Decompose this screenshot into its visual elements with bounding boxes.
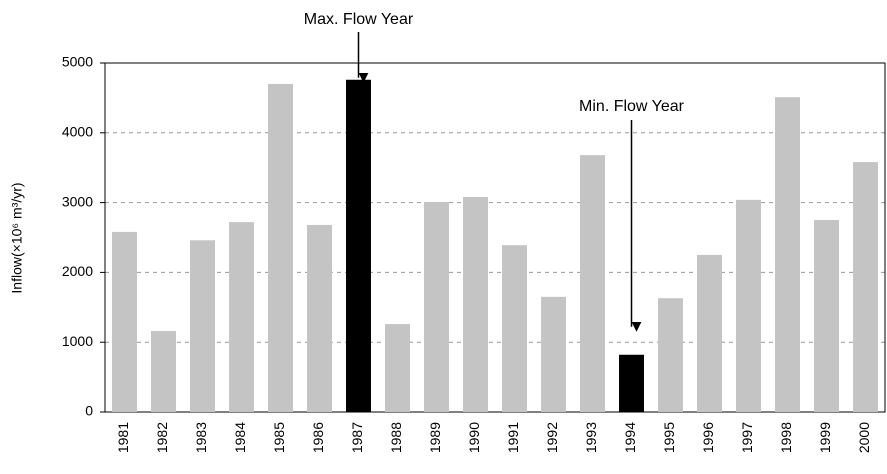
bar: [853, 162, 878, 412]
x-tick-label: 1987: [349, 422, 365, 453]
bar: [814, 220, 839, 412]
x-tick-label: 1984: [232, 422, 248, 453]
bar: [658, 298, 683, 412]
bar: [424, 201, 449, 412]
bar: [697, 254, 722, 412]
x-tick-label: 1997: [739, 422, 755, 453]
bar: [580, 155, 605, 413]
annotation: Max. Flow Year: [304, 11, 414, 28]
bar: [619, 354, 644, 412]
x-tick-label: 1985: [271, 422, 287, 453]
y-tick-label: 4000: [62, 124, 93, 140]
y-axis-label: Inflow(×10⁶ m³/yr): [9, 182, 25, 293]
y-tick-label: 1000: [62, 333, 93, 349]
bar: [268, 83, 293, 412]
y-tick-label: 3000: [62, 193, 93, 209]
y-tick-label: 5000: [62, 54, 93, 70]
bar: [229, 222, 254, 412]
x-tick-label: 1983: [193, 422, 209, 453]
x-tick-label: 1982: [154, 422, 170, 453]
x-tick-label: 2000: [856, 422, 872, 453]
x-tick-label: 1998: [778, 422, 794, 453]
bar: [190, 240, 215, 412]
plot-border: [104, 62, 886, 413]
x-tick-label: 1991: [505, 422, 521, 453]
x-tick-label: 1993: [583, 422, 599, 453]
bar: [463, 197, 488, 412]
x-tick-label: 1989: [427, 422, 443, 453]
x-tick-label: 1990: [466, 422, 482, 453]
x-tick-label: 1996: [700, 422, 716, 453]
bar: [385, 324, 410, 412]
bar: [541, 296, 566, 412]
x-tick-label: 1994: [622, 422, 638, 453]
x-tick-label: 1981: [115, 422, 131, 453]
x-tick-label: 1986: [310, 422, 326, 453]
x-tick-label: 1992: [544, 422, 560, 453]
bar: [151, 331, 176, 412]
bar: [502, 245, 527, 412]
bar: [775, 97, 800, 413]
annotation: Min. Flow Year: [579, 98, 685, 115]
bar: [736, 199, 761, 412]
bar: [112, 231, 137, 412]
bar: [346, 79, 371, 412]
y-tick-label: 2000: [62, 263, 93, 279]
x-tick-label: 1995: [661, 422, 677, 453]
y-tick-label: 0: [85, 403, 93, 419]
bar: [307, 224, 332, 412]
x-tick-label: 1988: [388, 422, 404, 453]
x-tick-label: 1999: [817, 422, 833, 453]
